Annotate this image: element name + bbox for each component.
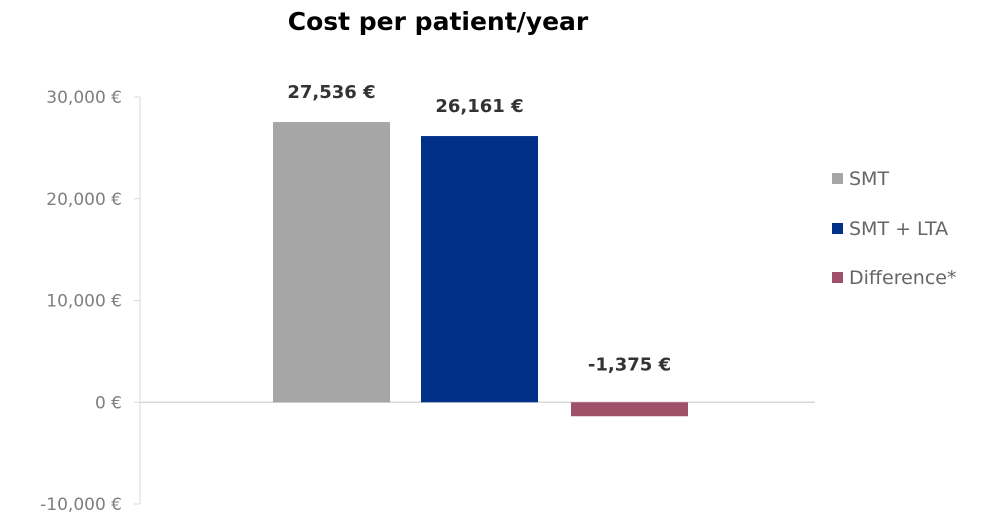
legend-label: Difference*: [849, 267, 956, 289]
bar-smt-lta: [421, 136, 538, 403]
legend-label: SMT: [849, 168, 889, 190]
chart-title: Cost per patient/year: [288, 7, 589, 36]
data-label: 27,536 €: [287, 82, 375, 103]
y-tick-label: 30,000 €: [46, 88, 122, 108]
legend-swatch: [832, 173, 843, 184]
y-tick-label: 10,000 €: [46, 292, 122, 312]
y-tick-label: -10,000 €: [40, 495, 122, 515]
bar-difference: [571, 402, 688, 417]
y-tick-label: 20,000 €: [46, 190, 122, 210]
y-tick-label: 0 €: [95, 393, 122, 413]
bar-smt: [273, 122, 390, 403]
data-label: 26,161 €: [435, 96, 523, 117]
data-label: -1,375 €: [588, 354, 671, 375]
legend-swatch: [832, 272, 843, 283]
legend-label: SMT + LTA: [849, 218, 948, 240]
legend-swatch: [832, 223, 843, 234]
